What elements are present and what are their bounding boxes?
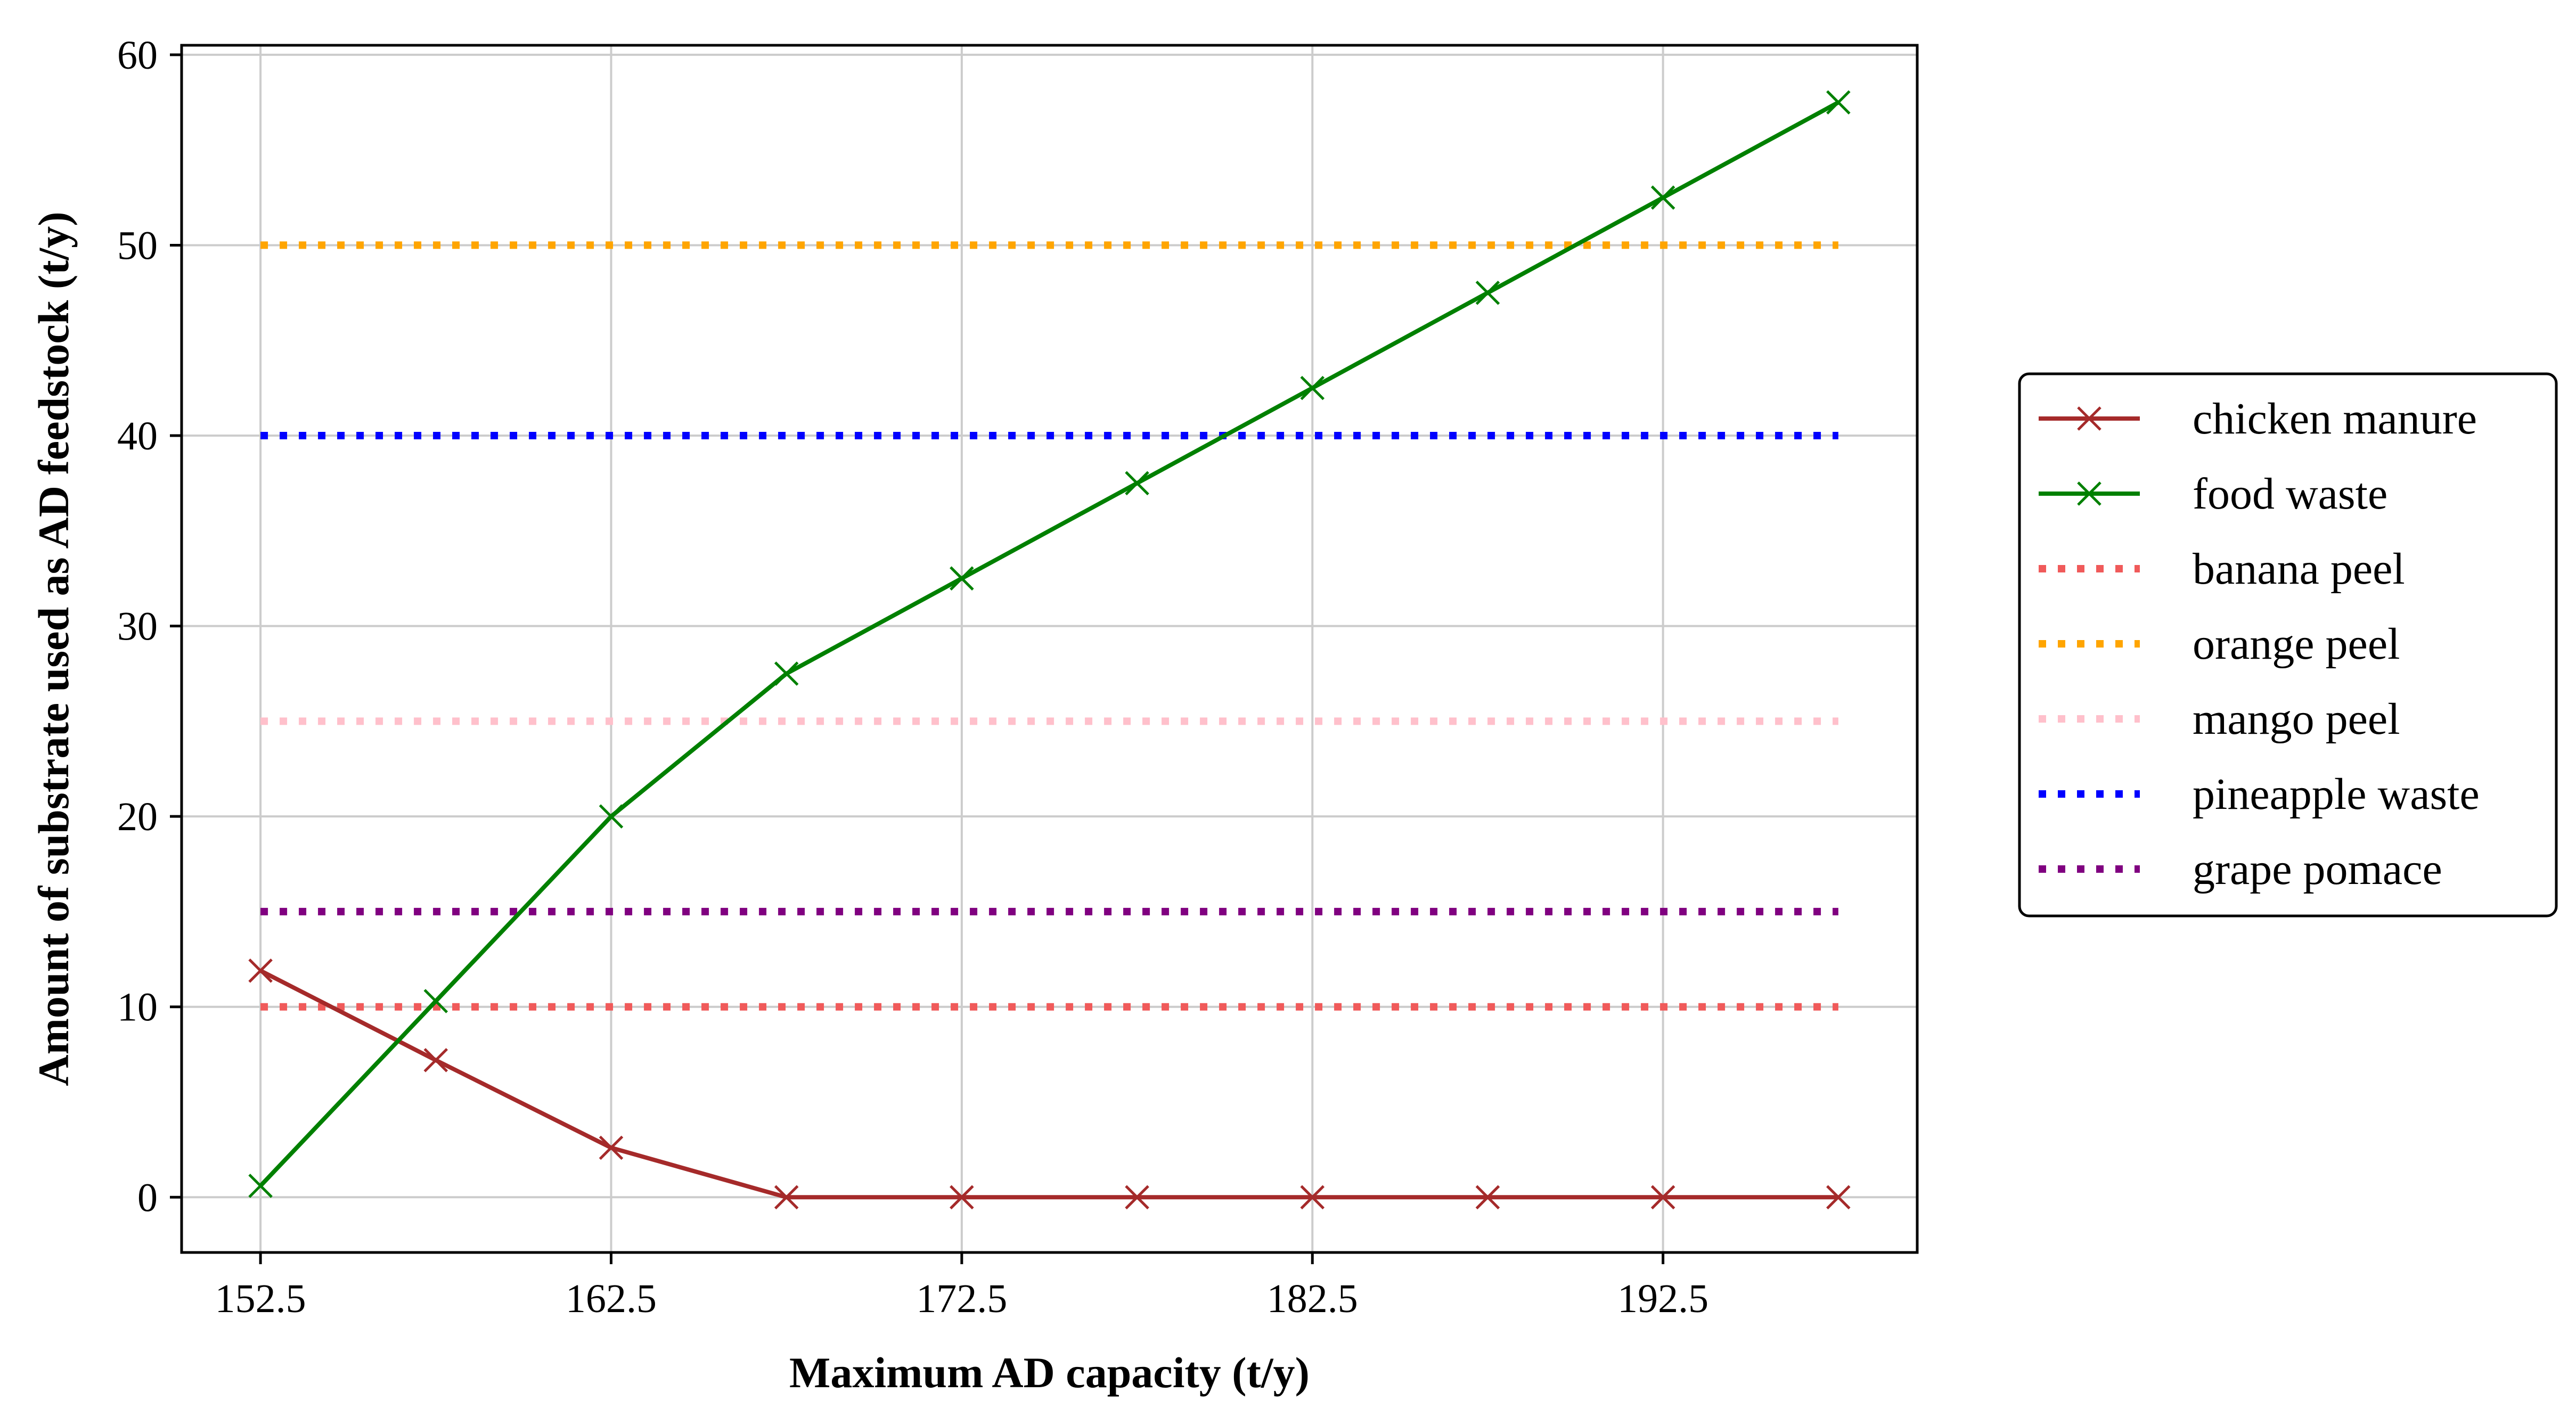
series-food-waste — [248, 90, 1851, 1198]
data-point-chicken-manure — [1125, 1185, 1149, 1210]
legend-item-pineapple-waste: pineapple waste — [2039, 769, 2480, 819]
data-point-food-waste — [1475, 281, 1500, 305]
plot-area-frame — [180, 44, 1919, 1254]
data-point-food-waste — [1826, 90, 1851, 115]
x-axis-ticks: 152.5 162.5 172.5 182.5 192.5 — [215, 1252, 1708, 1321]
x-tick-label: 152.5 — [215, 1276, 306, 1321]
y-tick-label: 0 — [137, 1175, 158, 1220]
legend-marker-chicken-manure — [2077, 406, 2101, 431]
legend-item-banana-peel: banana peel — [2039, 544, 2405, 594]
series-line-food-waste — [259, 100, 1839, 1188]
y-tick-label: 60 — [117, 33, 158, 78]
data-point-food-waste — [1125, 471, 1149, 496]
data-point-chicken-manure — [1826, 1185, 1851, 1210]
legend-label-mango-peel: mango peel — [2193, 694, 2400, 744]
data-point-chicken-manure — [423, 1048, 448, 1072]
data-point-food-waste — [423, 989, 448, 1013]
data-point-chicken-manure — [774, 1185, 799, 1210]
series-line-chicken-manure — [259, 969, 1838, 1200]
x-axis-title: Maximum AD capacity (t/y) — [789, 1348, 1310, 1397]
data-point-food-waste — [599, 804, 624, 829]
legend-item-chicken-manure: chicken manure — [2039, 394, 2477, 444]
data-point-food-waste — [774, 661, 799, 686]
legend-label-grape-pomace: grape pomace — [2193, 845, 2442, 894]
data-point-chicken-manure — [1475, 1185, 1500, 1210]
x-tick-label: 162.5 — [566, 1276, 657, 1321]
legend-label-orange-peel: orange peel — [2193, 619, 2400, 669]
data-point-food-waste — [1650, 185, 1675, 210]
legend-label-chicken-manure: chicken manure — [2193, 394, 2477, 444]
y-tick-label: 20 — [117, 795, 158, 839]
legend-item-mango-peel: mango peel — [2039, 694, 2400, 744]
plot-series — [248, 90, 1851, 1210]
legend-item-food-waste: food waste — [2039, 469, 2387, 519]
x-tick-label: 192.5 — [1617, 1276, 1708, 1321]
legend-item-grape-pomace: grape pomace — [2039, 845, 2442, 894]
legend-label-banana-peel: banana peel — [2193, 544, 2405, 594]
data-point-chicken-manure — [1650, 1185, 1675, 1210]
legend-marker-food-waste — [2077, 481, 2101, 506]
data-point-food-waste — [1300, 375, 1325, 400]
data-point-chicken-manure — [1300, 1185, 1325, 1210]
legend: chicken manure food waste banana peel orang… — [2018, 372, 2558, 918]
data-point-food-waste — [950, 566, 974, 591]
data-point-food-waste — [248, 1174, 273, 1198]
data-point-chicken-manure — [599, 1135, 624, 1160]
legend-label-pineapple-waste: pineapple waste — [2193, 769, 2480, 819]
legend-item-orange-peel: orange peel — [2039, 619, 2400, 669]
y-tick-label: 40 — [117, 414, 158, 458]
grid — [182, 45, 1917, 1252]
legend-frame — [2018, 372, 2558, 918]
data-point-chicken-manure — [950, 1185, 974, 1210]
y-axis-ticks: 0 10 20 30 40 50 60 — [117, 33, 182, 1220]
series-chicken-manure — [248, 959, 1851, 1210]
data-point-chicken-manure — [248, 959, 273, 983]
legend-label-food-waste: food waste — [2193, 469, 2387, 519]
x-tick-label: 172.5 — [916, 1276, 1007, 1321]
y-axis-title: Amount of substrate used as AD feedstock… — [29, 211, 78, 1086]
y-tick-label: 50 — [117, 223, 158, 268]
x-tick-label: 182.5 — [1267, 1276, 1358, 1321]
y-tick-label: 30 — [117, 604, 158, 649]
y-tick-label: 10 — [117, 985, 158, 1030]
